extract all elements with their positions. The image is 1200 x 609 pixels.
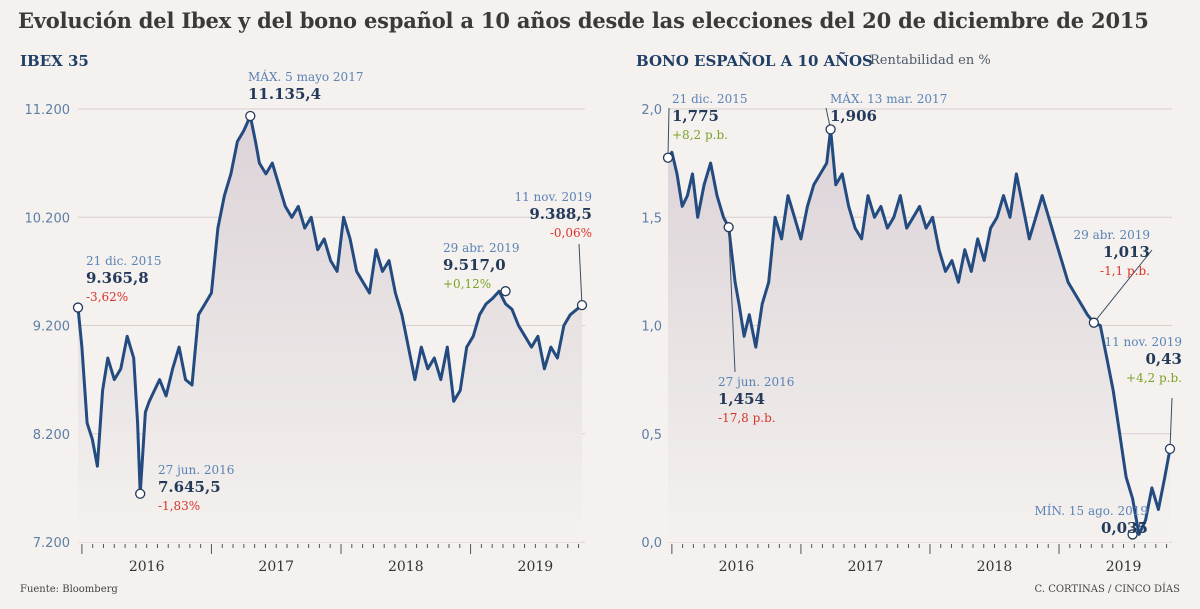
annotation-change: -1,83% — [158, 499, 200, 513]
y-tick-label: 11.200 — [25, 103, 71, 118]
annotation-marker — [576, 299, 588, 311]
annotation-marker — [1164, 443, 1176, 455]
series-line — [76, 114, 583, 496]
series-area — [668, 129, 1170, 542]
annotation-date: 11 nov. 2019 — [1104, 335, 1182, 349]
annotation-change: +4,2 p.b. — [1126, 371, 1182, 385]
y-tick-label: 9.200 — [33, 320, 70, 335]
x-tick-label: 2019 — [518, 559, 554, 575]
annotation-leader — [1093, 249, 1153, 323]
annotation-value: 9.365,8 — [86, 269, 149, 287]
annotation-value: 1,906 — [830, 107, 877, 125]
annotation-date: 29 abr. 2019 — [443, 241, 520, 255]
y-tick-label: 1,0 — [641, 320, 662, 335]
x-tick-label: 2016 — [719, 559, 755, 575]
annotation-leader — [728, 227, 736, 373]
annotation-date: MÁX. 5 mayo 2017 — [248, 69, 363, 84]
annotation-value: 0,035 — [1101, 519, 1148, 537]
annotation-change: +0,12% — [443, 277, 491, 291]
source-note: Fuente: Bloomberg — [20, 584, 118, 595]
annotation-date: 11 nov. 2019 — [514, 190, 592, 204]
ibex-chart: 7.200 8.200 9.200 10.200 11.200 2016 2017 2018 2… — [25, 69, 593, 575]
annotation-date: 21 dic. 2015 — [86, 254, 162, 268]
x-tick-label: 2018 — [977, 559, 1013, 575]
annotation-value: 1,013 — [1103, 243, 1150, 261]
annotation-date: MÍN. 15 ago. 2019 — [1035, 503, 1149, 518]
annotation-value: 0,43 — [1145, 350, 1182, 368]
y-tick-label: 7.200 — [33, 536, 70, 551]
annotation-date: MÁX. 13 mar. 2017 — [830, 91, 947, 106]
ibex-panel-title: IBEX 35 — [20, 52, 89, 70]
annotation-change: -1,1 p.b. — [1100, 264, 1150, 278]
annotation-date: 27 jun. 2016 — [718, 375, 794, 389]
annotation-change: -3,62% — [86, 290, 128, 304]
annotation-date: 29 abr. 2019 — [1073, 228, 1150, 242]
bond-panel-subtitle: Rentabilidad en % — [870, 53, 991, 68]
y-tick-label: 1,5 — [641, 211, 662, 226]
y-tick-label: 10.200 — [25, 211, 71, 226]
y-tick-label: 8.200 — [33, 428, 70, 443]
annotation-date: 27 jun. 2016 — [158, 463, 234, 477]
annotation-value: 7.645,5 — [158, 478, 221, 496]
y-tick-label: 0,5 — [641, 428, 662, 443]
x-tick-label: 2018 — [388, 559, 424, 575]
x-tick-label: 2017 — [848, 559, 884, 575]
annotation-value: 9.517,0 — [443, 256, 506, 274]
annotation-marker — [662, 152, 674, 163]
annotation-value: 1,454 — [718, 390, 765, 408]
y-tick-label: 0,0 — [641, 536, 662, 551]
annotation-leader — [578, 243, 583, 306]
bond-panel-title: BONO ESPAÑOL A 10 AÑOS — [636, 52, 873, 70]
annotation-leader — [667, 107, 670, 158]
y-tick-label: 2,0 — [641, 103, 662, 118]
annotation-change: +8,2 p.b. — [672, 128, 728, 142]
annotation-marker — [1127, 529, 1138, 540]
annotation-value: 1,775 — [672, 107, 719, 125]
annotation-value: 9.388,5 — [529, 205, 592, 223]
credit-note: C. CORTINAS / CINCO DÍAS — [1034, 584, 1180, 595]
annotation-marker — [825, 124, 836, 135]
annotation-leader — [1169, 397, 1173, 449]
series-area — [78, 116, 582, 542]
x-tick-label: 2017 — [258, 559, 294, 575]
annotation-marker — [245, 110, 256, 122]
annotation-value: 11.135,4 — [248, 85, 321, 103]
series-line — [666, 127, 1172, 536]
annotation-marker — [1088, 317, 1100, 328]
annotation-marker — [723, 222, 734, 233]
annotation-marker — [135, 488, 146, 499]
annotation-change: -17,8 p.b. — [718, 411, 776, 425]
annotation-marker — [500, 286, 511, 297]
annotation-change: -0,06% — [550, 226, 592, 240]
x-tick-label: 2019 — [1106, 559, 1142, 575]
annotation-marker — [72, 302, 84, 313]
chart-title: Evolución del Ibex y del bono español a … — [18, 8, 1149, 33]
annotation-date: 21 dic. 2015 — [672, 92, 748, 106]
x-tick-label: 2016 — [129, 559, 165, 575]
